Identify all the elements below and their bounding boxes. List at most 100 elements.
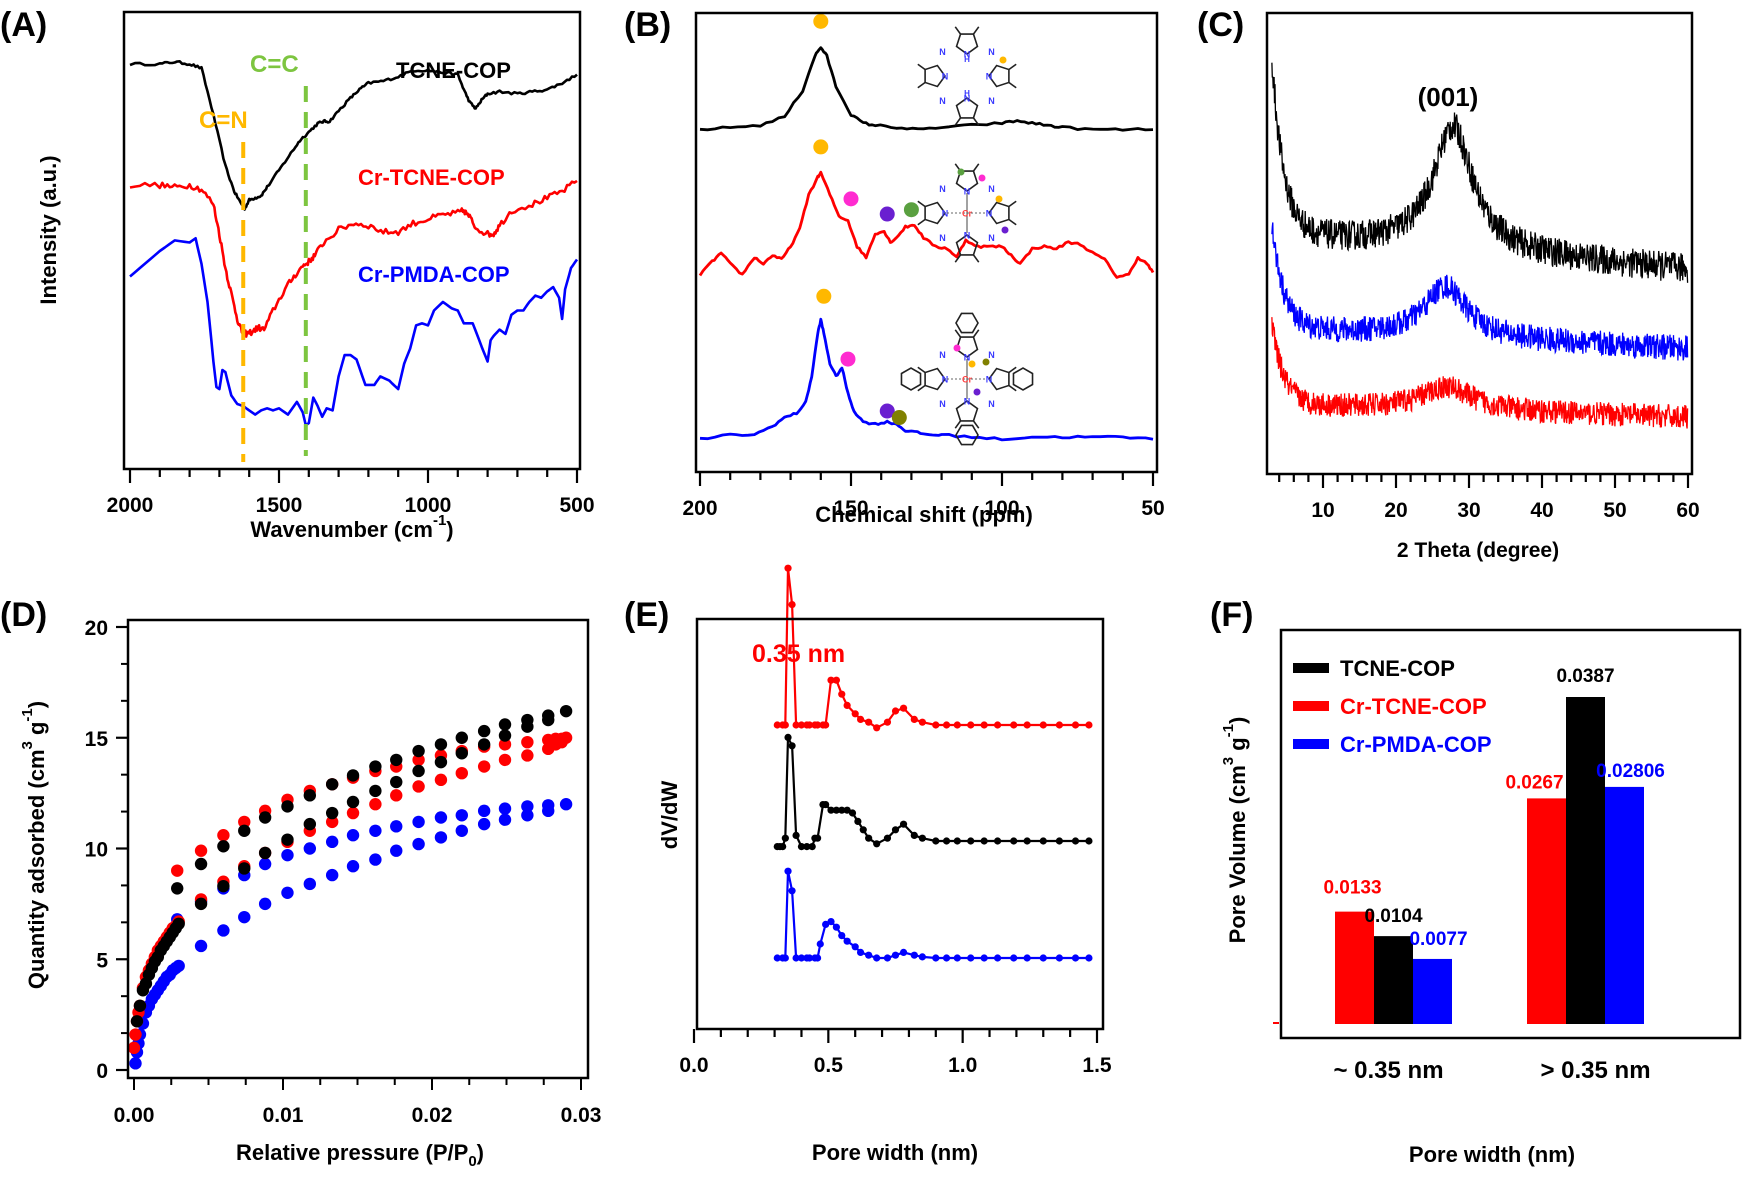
panel-b-line-cr-tcne-cop — [698, 170, 1155, 279]
panel-d-point-cr-pmda-cop-desorption — [521, 800, 534, 813]
panel-a-line-tcne-cop — [129, 60, 578, 211]
panel-d-point-cr-tcne-cop-desorption — [498, 738, 512, 751]
panel-b-unit-nitrogen-label: N — [964, 231, 971, 241]
panel-d-point-tcne-cop-desorption — [238, 824, 251, 837]
panel-e-point-cr-pmda-cop — [967, 954, 975, 962]
panel-b-structure-site-dot — [982, 358, 990, 366]
panel-f-category-label: ~ 0.35 nm — [1333, 1057, 1443, 1084]
panel-e-line-tcne-cop — [777, 736, 1089, 848]
panel-e-point-cr-tcne-cop — [1039, 721, 1047, 729]
panel-b-peak-marker-dot — [816, 288, 832, 304]
panel-f-y-axis-label-sup2: -1 — [1220, 724, 1237, 737]
panel-e-point-cr-tcne-cop — [1023, 721, 1031, 729]
panel-c-line-cr-pmda-cop — [1271, 222, 1689, 361]
panel-c-x-tick-label: 10 — [1311, 499, 1334, 522]
panel-b-peak-marker-dot — [840, 351, 856, 367]
panel-d-point-cr-tcne-cop-adsorption — [325, 815, 339, 829]
panel-d-point-tcne-cop-desorption — [434, 738, 448, 751]
panel-e-point-cr-pmda-cop — [781, 954, 789, 962]
panel-e-point-tcne-cop — [813, 834, 822, 842]
panel-b-unit-methyl-bond — [972, 254, 980, 263]
panel-b-structure-site-dot — [968, 360, 976, 368]
panel-d-point-cr-pmda-cop-desorption — [281, 848, 294, 862]
panel-e-point-cr-pmda-cop — [953, 954, 961, 962]
panel-d-point-cr-pmda-cop-desorption — [258, 857, 272, 871]
panel-b-unit-nitrogen-label: N — [942, 209, 949, 219]
panel-d-point-cr-tcne-cop-desorption — [217, 829, 230, 842]
panel-d-point-cr-pmda-cop-adsorption — [325, 868, 339, 882]
panel-e-point-cr-pmda-cop — [1010, 954, 1018, 962]
panel-b-unit-nitrogen-label: N — [986, 72, 993, 82]
panel-label-f: (F) — [1210, 596, 1253, 634]
panel-d-y-tick-label: 15 — [85, 728, 109, 751]
panel-d-point-tcne-cop-adsorption — [434, 755, 448, 769]
panel-b-peak-marker-dot — [843, 191, 859, 207]
panel-e-point-tcne-cop — [822, 801, 830, 809]
panel-b-structure-site-dot — [1001, 226, 1009, 234]
panel-d-y-tick-label: 20 — [85, 617, 108, 640]
panel-b-aza-nitrogen-label: N — [939, 47, 946, 57]
panel-d-point-cr-pmda-cop-desorption — [412, 815, 425, 829]
panel-d-y-tick-label: 5 — [96, 949, 108, 972]
panel-b-unit-methyl-bond — [917, 366, 926, 374]
panel-f-bar-tcne-cop — [1374, 936, 1413, 1024]
panel-c-x-axis-label: 2 Theta (degree) — [1397, 539, 1559, 562]
panel-label-a: (A) — [0, 6, 47, 44]
panel-e-point-cr-tcne-cop — [910, 715, 918, 724]
panel-b-structure-site-dot — [973, 388, 981, 396]
panel-a-series-label-cr-tcne: Cr-TCNE-COP — [358, 165, 505, 190]
panel-b-unit-methyl-bond — [972, 117, 980, 126]
panel-e-point-tcne-cop — [1010, 837, 1018, 845]
panel-b-structure-site-dot — [953, 344, 961, 352]
panel-c-annotation-001: (001) — [1418, 82, 1479, 112]
panel-e-point-cr-pmda-cop — [813, 954, 822, 962]
panel-b-unit-benzene-ring — [1012, 367, 1034, 391]
panel-e-point-cr-tcne-cop — [784, 564, 792, 572]
panel-e-point-tcne-cop — [1055, 837, 1063, 845]
panel-b-structure-site-dot — [978, 174, 986, 182]
panel-e-point-cr-tcne-cop — [856, 715, 865, 724]
panel-c-line-tcne-cop — [1271, 62, 1689, 283]
panel-d-point-cr-pmda-cop-desorption — [559, 798, 573, 811]
panel-d-x-axis-label-sub: 0 — [468, 1153, 476, 1170]
panel-a-x-tick-label: 500 — [559, 494, 594, 517]
panel-e-point-tcne-cop — [910, 831, 918, 840]
panel-b-unit-methyl-bond — [972, 329, 980, 338]
panel-b-unit-nitrogen-label: N — [964, 353, 971, 363]
panel-b-unit-benzene-ring — [900, 367, 922, 391]
panel-c-x-tick-label: 30 — [1457, 499, 1480, 522]
panel-e-point-cr-tcne-cop — [827, 676, 835, 684]
panel-d-ticks: 0 5 10 15 20 0.00 0.01 0.02 0.03 — [85, 617, 602, 1127]
panel-d-point-cr-pmda-cop-adsorption — [258, 897, 272, 911]
panel-d-point-cr-tcne-cop-adsorption — [521, 749, 534, 762]
panel-d-point-tcne-cop-desorption — [455, 731, 468, 744]
panel-b-unit-benzene-ring — [955, 424, 979, 446]
panel-d-point-tcne-cop-adsorption — [325, 806, 339, 820]
panel-d-point-tcne-cop-desorption — [412, 744, 425, 758]
panel-b-frame — [694, 11, 1159, 474]
panel-b-unit-methyl-bond — [1008, 366, 1017, 374]
panel-b-unit-ring — [924, 64, 946, 88]
panel-e-point-cr-tcne-cop — [773, 721, 781, 729]
panel-e-x-axis-label: Pore width (nm) — [812, 1140, 978, 1165]
panel-d-point-tcne-cop-adsorption — [477, 738, 491, 751]
panel-e-point-cr-tcne-cop — [1010, 721, 1018, 729]
panel-b-aza-nitrogen-label: N — [988, 399, 995, 409]
panel-b-structure-site-dot — [957, 168, 965, 176]
panel-d-point-tcne-cop-desorption — [281, 800, 294, 813]
panel-b-unit-methyl-bond — [917, 63, 926, 71]
panel-b-unit-nitrogen-label: N — [986, 375, 993, 385]
panel-d-point-cr-pmda-cop-adsorption — [238, 910, 251, 924]
panel-e-point-cr-pmda-cop — [805, 954, 814, 962]
panel-b-unit-methyl-bond — [1008, 200, 1017, 208]
panel-e-point-cr-pmda-cop — [773, 954, 781, 962]
panel-b-unit-nitrogen-label: N — [942, 72, 949, 82]
panel-a-y-axis-label: Intensity (a.u.) — [36, 155, 61, 304]
panel-e-point-tcne-cop — [843, 806, 851, 814]
panel-b-structure-cr-tcne-cop-structure: N N N N N N N N Cr — [917, 163, 1017, 263]
panel-b-peak-marker-dot — [903, 202, 919, 218]
panel-a-line-cr-tcne-cop — [129, 179, 578, 338]
panel-c: 10 20 30 40 50 60 (001) 2 Theta (degree) — [1265, 11, 1700, 562]
panel-b-unit-nitrogen-label: N — [964, 397, 971, 407]
